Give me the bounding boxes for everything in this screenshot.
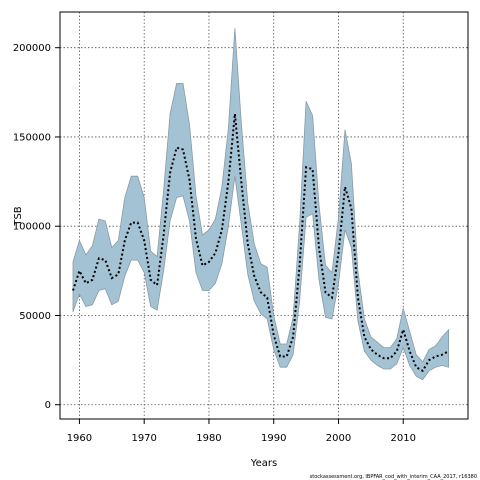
tsb-estimate-line xyxy=(72,113,450,373)
footer-credit: stockassessment.org, IBPFAR_cod_with_int… xyxy=(310,474,477,480)
y-tick-label: 200000 xyxy=(13,43,51,54)
x-tick-label: 1970 xyxy=(131,433,156,444)
x-axis-title: Years xyxy=(250,458,277,469)
x-tick-label: 1960 xyxy=(67,433,92,444)
x-axis: 1960 1970 1980 1990 2000 2010 xyxy=(67,419,416,444)
y-axis: 0 50000 100000 150000 200000 xyxy=(13,43,60,411)
x-tick-label: 1990 xyxy=(261,433,286,444)
y-tick-label: 50000 xyxy=(19,311,51,322)
x-tick-label: 2010 xyxy=(391,433,416,444)
confidence-band xyxy=(72,28,449,381)
x-tick-label: 1980 xyxy=(196,433,221,444)
plot-frame xyxy=(59,11,469,420)
y-axis-title: TSB xyxy=(13,206,24,226)
y-tick-label: 0 xyxy=(45,400,51,411)
y-tick-label: 150000 xyxy=(13,132,51,143)
y-tick-label: 100000 xyxy=(13,222,51,233)
x-tick-label: 2000 xyxy=(326,433,351,444)
